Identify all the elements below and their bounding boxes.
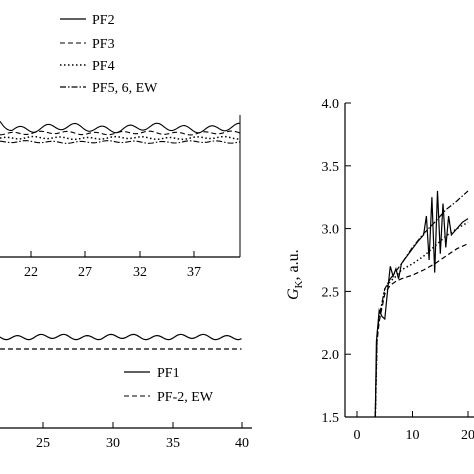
right-series-dashdot: [374, 190, 469, 418]
top-left-x-tick-label: 32: [133, 265, 147, 280]
bottom-left-legend: PF1 PF-2, EW: [124, 366, 214, 405]
right-series-solid: [374, 190, 469, 418]
top-left-series-pf5-6-ew: [0, 140, 241, 144]
right-panel: 1.5 2.0 2.5 3.0 3.5 4.0 0 10 20 GK, a.u.: [285, 97, 474, 443]
top-left-x-tick-label: 22: [24, 265, 38, 280]
bottom-left-panel: 25 30 35 40 PF1 PF-2, EW: [0, 333, 252, 451]
ylabel-unit: , a.u.: [285, 249, 302, 280]
right-y-axis-label: GK, a.u.: [285, 249, 305, 300]
right-y-ticks: 1.5 2.0 2.5 3.0 3.5 4.0: [322, 97, 351, 426]
right-y-tick-label: 2.0: [322, 348, 340, 363]
right-y-tick-label: 1.5: [322, 411, 340, 426]
right-y-tick-label: 4.0: [322, 97, 340, 112]
top-left-legend: PF2 PF3 PF4 PF5, 6, EW: [60, 13, 158, 96]
legend-label-pf3: PF3: [92, 37, 115, 52]
top-left-x-ticks: 22 27 32 37: [24, 251, 201, 280]
bottom-left-x-tick-label: 25: [36, 436, 50, 451]
bottom-left-x-tick-label: 30: [106, 436, 120, 451]
right-series: [374, 190, 469, 418]
top-left-panel: 22 27 32 37 PF2 PF3 PF4 PF5, 6, EW: [0, 13, 241, 280]
bottom-left-x-tick-label: 40: [235, 436, 249, 451]
right-x-tick-label: 10: [406, 428, 420, 443]
bottom-left-series-pf1: [0, 333, 242, 341]
right-y-tick-label: 3.0: [322, 223, 340, 238]
ylabel-symbol: G: [285, 288, 302, 300]
top-left-x-tick-label: 37: [187, 265, 201, 280]
top-left-series-pf3: [0, 130, 241, 136]
legend-label-pf4: PF4: [92, 59, 115, 74]
legend-label-pf2: PF2: [92, 13, 115, 28]
bottom-left-x-ticks: 25 30 35 40: [36, 422, 249, 451]
right-series-dashed: [374, 243, 469, 418]
right-y-tick-label: 3.5: [322, 160, 340, 175]
bottom-left-series: [0, 333, 242, 350]
bottom-left-x-tick-label: 35: [166, 436, 180, 451]
legend-label-pf5-6-ew: PF5, 6, EW: [92, 81, 158, 96]
legend-label-pf1: PF1: [157, 366, 180, 381]
right-series-dotted: [374, 221, 469, 418]
right-x-tick-label: 20: [461, 428, 474, 443]
top-left-series-pf2: [0, 121, 240, 134]
ylabel-subscript: K: [293, 280, 305, 288]
top-left-series: [0, 121, 241, 144]
right-x-ticks: 0 10 20: [354, 411, 474, 443]
top-left-series-pf4: [0, 135, 241, 141]
right-x-tick-label: 0: [354, 428, 361, 443]
legend-label-pf-2-ew: PF-2, EW: [157, 390, 214, 405]
right-y-tick-label: 2.5: [322, 285, 340, 300]
top-left-x-tick-label: 27: [78, 265, 92, 280]
